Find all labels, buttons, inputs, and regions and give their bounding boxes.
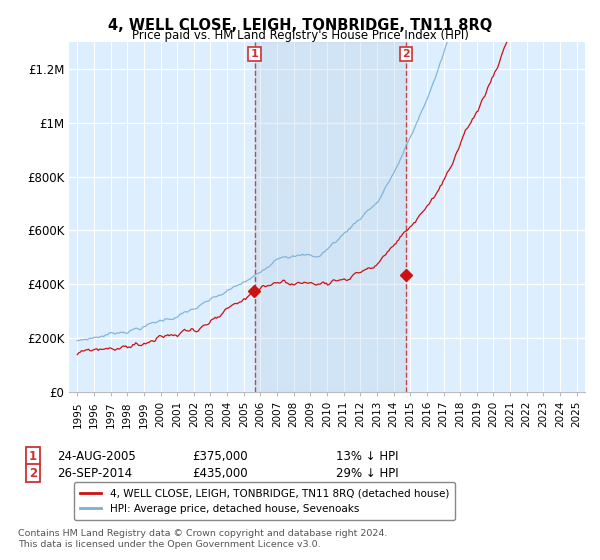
- Text: 1: 1: [29, 450, 37, 463]
- Text: 24-AUG-2005: 24-AUG-2005: [57, 450, 136, 463]
- Text: 2: 2: [29, 466, 37, 480]
- Text: 29% ↓ HPI: 29% ↓ HPI: [336, 466, 398, 480]
- Text: Price paid vs. HM Land Registry's House Price Index (HPI): Price paid vs. HM Land Registry's House …: [131, 29, 469, 42]
- Text: 1: 1: [251, 49, 259, 59]
- Bar: [254, 42, 406, 392]
- Text: 26-SEP-2014: 26-SEP-2014: [57, 466, 132, 480]
- Text: £435,000: £435,000: [192, 466, 248, 480]
- Text: £375,000: £375,000: [192, 450, 248, 463]
- Text: Contains HM Land Registry data © Crown copyright and database right 2024.
This d: Contains HM Land Registry data © Crown c…: [18, 529, 388, 549]
- Legend: 4, WELL CLOSE, LEIGH, TONBRIDGE, TN11 8RQ (detached house), HPI: Average price, : 4, WELL CLOSE, LEIGH, TONBRIDGE, TN11 8R…: [74, 482, 455, 520]
- Text: 13% ↓ HPI: 13% ↓ HPI: [336, 450, 398, 463]
- Text: 2: 2: [402, 49, 410, 59]
- Text: 4, WELL CLOSE, LEIGH, TONBRIDGE, TN11 8RQ: 4, WELL CLOSE, LEIGH, TONBRIDGE, TN11 8R…: [108, 18, 492, 33]
